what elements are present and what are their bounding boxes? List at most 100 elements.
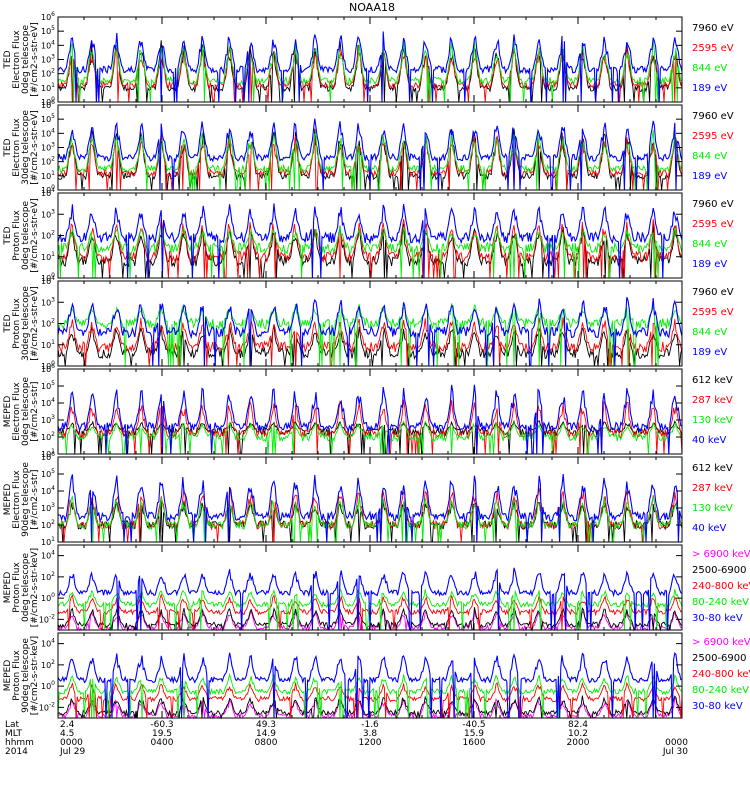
series-line-2595-ev [57, 218, 683, 279]
series-line-2595-ev [57, 46, 683, 103]
legend-entry: 7960 eV [692, 23, 734, 34]
y-axis-label: Electron Flux [12, 382, 22, 441]
y-axis-label: MEPED [3, 572, 13, 604]
footer-value: -60.3 [150, 720, 173, 730]
y-tick-label: 100 [41, 272, 55, 283]
y-axis-label: Proton Flux [12, 298, 22, 349]
legend-entry: 40 keV [692, 523, 726, 534]
footer-value: 2.4 [60, 720, 75, 730]
legend-entry: 130 keV [692, 503, 733, 514]
legend-entry: 2595 eV [692, 219, 734, 230]
series-line-189-ev [57, 203, 683, 279]
y-axis-label: [#/cm2-s-str-eV] [30, 286, 40, 361]
y-axis-label: [#/cm2-s-str-keV] [30, 548, 40, 627]
y-tick-label: 102 [41, 519, 55, 530]
y-tick-label: 104 [41, 275, 55, 286]
footer-value: 0800 [255, 738, 278, 748]
series-group [57, 297, 683, 367]
series-group [57, 384, 683, 455]
y-tick-label: 10-2 [39, 701, 55, 712]
legend-entry: 80-240 keV [692, 685, 749, 696]
series-group [57, 31, 683, 103]
y-tick-label: 101 [41, 536, 55, 547]
legend-entry: 2500-6900 [692, 653, 747, 664]
legend-entry: 240-800 keV [692, 669, 750, 680]
legend-entry: 612 keV [692, 375, 733, 386]
legend-entry: 30-80 keV [692, 613, 743, 624]
footer-value: 4.5 [60, 729, 74, 739]
legend-entry: 7960 eV [692, 111, 734, 122]
panel-ted-proton-30deg: 100 101 102 103 104 TED Proton Flux 30deg teles… [3, 275, 734, 371]
y-axis-label: TED [3, 138, 13, 157]
series-group [57, 203, 683, 279]
y-tick-label: 105 [41, 113, 55, 124]
panel-meped-electron-0deg: 101 102 103 104 105 106 MEPED Electron Flux 0deg… [3, 363, 733, 459]
y-axis-label: 90deg telescope [21, 462, 31, 537]
y-tick-label: 103 [41, 502, 55, 513]
y-tick-label: 104 [41, 39, 55, 50]
footer-value: Jul 30 [662, 747, 688, 757]
footer-value: 82.4 [568, 720, 588, 730]
series-line-844-ev [57, 303, 683, 367]
footer-value: 0000 [60, 738, 83, 748]
panel-ted-electron-0deg: 100 101 102 103 104 105 106 TED Electron Flux 0de… [3, 11, 734, 107]
footer-value: 10.2 [568, 729, 588, 739]
y-tick-label: 103 [41, 296, 55, 307]
y-tick-label: 100 [41, 592, 55, 603]
y-tick-label: 102 [41, 571, 55, 582]
y-axis-label: [#/cm2-s-str-eV] [30, 110, 40, 185]
footer-value: 15.9 [464, 729, 484, 739]
panel-meped-proton-0deg: 10-2 100 102 104 MEPED Proton Flux 0deg telesc… [3, 544, 750, 632]
panel-frame [57, 368, 683, 455]
y-tick-label: 103 [41, 54, 55, 65]
legend-entry: 844 eV [692, 239, 727, 250]
legend-entry: > 6900 keV [692, 549, 750, 560]
panel-meped-electron-90deg: 101 102 103 104 105 106 MEPED Electron Flux 90de… [3, 451, 733, 547]
legend-entry: 40 keV [692, 435, 726, 446]
legend-entry: 189 eV [692, 83, 727, 94]
y-axis-label: MEPED [3, 484, 13, 516]
footer-row-label: MLT [5, 729, 23, 739]
footer-value: 49.3 [256, 720, 276, 730]
y-axis-label: [#/cm2-s-str-eV] [30, 198, 40, 273]
y-tick-label: 10-2 [39, 613, 55, 624]
footer-value: 19.5 [152, 729, 172, 739]
y-tick-label: 102 [41, 659, 55, 670]
y-axis-label: 30deg telescope [21, 110, 31, 185]
footer-value: 14.9 [256, 729, 276, 739]
footer-value: 1600 [463, 738, 486, 748]
legend-entry: 30-80 keV [692, 701, 743, 712]
y-tick-label: 100 [41, 680, 55, 691]
y-axis-label: 0deg telescope [21, 377, 31, 447]
y-tick-label: 104 [41, 397, 55, 408]
legend-entry: > 6900 keV [692, 637, 750, 648]
y-tick-label: 101 [41, 339, 55, 350]
y-axis-label: 0deg telescope [21, 553, 31, 623]
y-tick-label: 101 [41, 251, 55, 262]
panel-ted-proton-0deg: 100 101 102 103 104 TED Proton Flux 0deg telesc… [3, 187, 734, 283]
series-line-30-80-kev [57, 567, 683, 631]
y-tick-label: 106 [41, 11, 55, 22]
footer-value: -40.5 [462, 720, 485, 730]
y-tick-label: 103 [41, 142, 55, 153]
y-axis-label: [#/cm2-s-str-eV] [30, 22, 40, 97]
series-line-40-kev [57, 384, 683, 455]
y-tick-label: 104 [41, 638, 55, 649]
y-axis-label: [#/cm2-s-str] [30, 381, 40, 441]
y-axis-label: [#/cm2-s-str] [30, 469, 40, 529]
legend-entry: 130 keV [692, 415, 733, 426]
panel-meped-proton-90deg: 10-2 100 102 104 MEPED Proton Flux 90deg teles… [3, 632, 750, 720]
footer-value: -1.6 [361, 720, 379, 730]
panel-frame [57, 632, 683, 719]
series-group [57, 118, 683, 191]
chart-title: NOAA18 [349, 1, 395, 14]
y-axis-label: TED [3, 314, 13, 333]
legend-entry: 189 eV [692, 347, 727, 358]
y-axis-label: Electron Flux [12, 118, 22, 177]
legend-entry: 287 keV [692, 395, 733, 406]
legend-entry: 844 eV [692, 327, 727, 338]
series-line-130-kev [57, 495, 683, 543]
legend-entry: 287 keV [692, 483, 733, 494]
y-tick-label: 100 [41, 184, 55, 195]
